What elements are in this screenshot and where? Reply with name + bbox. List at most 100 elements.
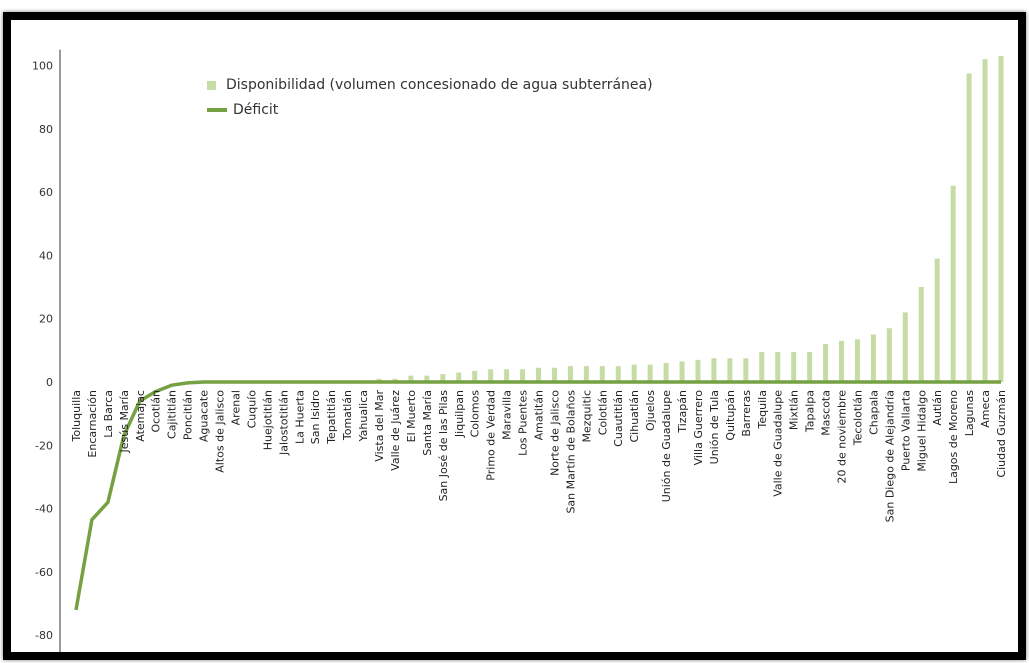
legend-item-line: Déficit	[207, 102, 278, 118]
x-tick-label: Atemajac	[134, 390, 147, 442]
x-tick-label: Mascota	[820, 390, 833, 436]
bar	[520, 369, 526, 382]
x-tick-label: Jalostotitlán	[277, 390, 290, 456]
x-tick-label: Ciudad Guzmán	[995, 390, 1008, 478]
bar	[695, 359, 701, 382]
bar	[839, 340, 845, 382]
legend-line-label: Déficit	[233, 102, 279, 118]
x-tick-label: La Huerta	[293, 390, 306, 444]
bar	[663, 363, 669, 382]
x-tick-label: Arenal	[229, 390, 242, 425]
y-tick-label: -60	[35, 566, 53, 579]
x-tick-label: Villa Guerrero	[692, 390, 705, 466]
x-tick-label: Colotlán	[596, 390, 609, 435]
x-tick-label: 20 de noviembre	[836, 390, 849, 484]
x-tick-label: Barreras	[740, 390, 753, 437]
x-tick-label: Unión de Guadalupe	[660, 390, 673, 502]
bar	[408, 375, 414, 382]
x-tick-label: Santa María	[421, 390, 434, 456]
bar	[966, 73, 972, 382]
plot-area: 100 80 60 40 20 0 -20 -40 -60 -80 Toluquilla Encarn…	[11, 20, 1018, 652]
x-tick-label: Cajititlán	[166, 390, 179, 439]
x-tick-label: Tecolotlán	[851, 390, 864, 446]
x-tick-label: Valle de Juárez	[389, 390, 402, 471]
x-tick-label: Vista del Mar	[373, 390, 386, 462]
y-tick-label: 20	[39, 313, 53, 326]
x-tick-label: Tequila	[756, 390, 769, 429]
x-tick-label: San José de las Pilas	[437, 390, 450, 502]
bar	[902, 312, 908, 382]
x-tick-label: San Martín de Bolaños	[564, 390, 577, 514]
x-tick-label: La Barca	[102, 390, 115, 438]
x-tick-label: Autlán	[931, 390, 944, 426]
x-tick-label: Encarnación	[86, 390, 99, 458]
bar	[551, 367, 557, 382]
y-tick-label: 80	[39, 123, 53, 136]
x-tick-label: Altos de Jalisco	[214, 390, 227, 473]
x-tick-label: Toluquilla	[70, 390, 83, 442]
bar	[504, 369, 510, 382]
legend-item-bar: Disponibilidad (volumen concesionado de …	[207, 77, 653, 93]
x-tick-label: Quitupán	[724, 390, 737, 441]
legend-bar-swatch	[207, 80, 216, 90]
bar	[647, 364, 653, 382]
x-tick-label: Ojuelos	[644, 390, 657, 431]
legend-line-swatch	[207, 108, 227, 112]
x-tick-label: Cuautitlán	[612, 390, 625, 447]
bar	[472, 370, 478, 382]
x-tick-label: Ocotlán	[150, 390, 163, 433]
bar	[456, 372, 462, 382]
x-tick-label: Norte de Jalisco	[548, 390, 561, 476]
x-tick-label: Jesús María	[118, 390, 131, 454]
x-tick-label: Cuquío	[245, 390, 258, 429]
legend-bar-label: Disponibilidad (volumen concesionado de …	[226, 77, 653, 93]
bar	[791, 351, 797, 382]
x-tick-label: El Muerto	[405, 390, 418, 443]
x-tick-label: Lagunas	[963, 390, 976, 437]
x-tick-label: Maravilla	[501, 390, 514, 440]
bar	[727, 358, 733, 382]
y-tick-label: -40	[35, 503, 53, 516]
x-tick-label: Tomatlán	[341, 390, 354, 441]
bar	[488, 369, 494, 382]
bar	[854, 339, 860, 382]
bar	[599, 366, 605, 382]
y-tick-label: -20	[35, 439, 53, 452]
bar	[424, 375, 430, 382]
x-tick-label: San Isidro	[309, 390, 322, 444]
x-tick-label: Amatitán	[533, 390, 546, 440]
x-tick-label: Poncitlán	[182, 390, 195, 440]
bar	[615, 366, 621, 382]
y-tick-label: -80	[35, 629, 53, 642]
bar	[886, 328, 892, 382]
bar	[743, 358, 749, 382]
x-tick-label: Puerto Vallarta	[899, 390, 912, 471]
x-tick-label: Ameca	[979, 390, 992, 428]
x-tick-label: Colomos	[469, 390, 482, 438]
y-tick-label: 100	[32, 60, 53, 73]
x-tick-label: San Diego de Alejandría	[883, 390, 896, 522]
bar	[631, 364, 637, 382]
y-tick-label: 0	[46, 376, 53, 389]
bar	[934, 258, 940, 382]
x-tick-label: Jiquilpan	[453, 390, 466, 438]
bar	[536, 367, 541, 382]
bar	[918, 287, 924, 382]
bar	[711, 358, 717, 382]
bar	[823, 344, 829, 382]
x-tick-label: Yahualica	[357, 390, 370, 443]
bar	[679, 361, 685, 382]
bar	[870, 334, 876, 382]
x-tick-label: Huejotitlán	[261, 390, 274, 450]
x-tick-label: Lagos de Moreno	[947, 390, 960, 484]
x-tick-label: Tepatitlán	[325, 390, 338, 445]
bar	[759, 351, 765, 382]
bar	[950, 185, 956, 382]
x-tick-label: Chapala	[867, 390, 880, 435]
x-tick-label: Aguacate	[198, 390, 211, 442]
x-tick-label: Mixtlán	[788, 390, 801, 430]
x-tick-label: Valle de Guadalupe	[772, 390, 785, 497]
bar	[807, 351, 813, 382]
bar	[567, 366, 573, 382]
bar	[775, 351, 781, 382]
